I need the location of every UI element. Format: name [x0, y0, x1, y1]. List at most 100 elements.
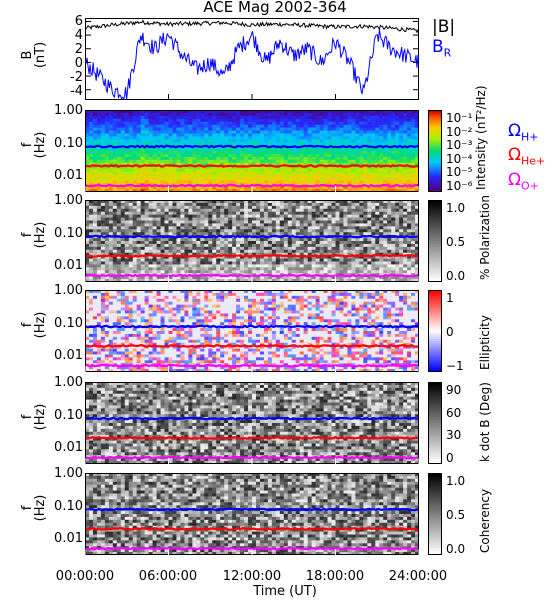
spectrogram-cell — [255, 148, 261, 152]
spectrogram-cell — [192, 255, 197, 259]
spectrogram-cell — [240, 226, 245, 230]
spectrogram-cell — [184, 246, 189, 251]
spectrogram-cell — [188, 136, 193, 140]
spectrogram-cell — [323, 168, 328, 172]
spectrogram-cell — [200, 276, 205, 280]
spectrogram-cell — [236, 171, 241, 175]
spectrogram-cell — [172, 174, 177, 178]
spectrogram-cell — [164, 127, 169, 131]
spectrogram-cell — [407, 220, 412, 224]
spectrogram-cell — [248, 270, 253, 274]
spectrogram-cell — [359, 255, 364, 259]
spectrogram-cell — [148, 202, 153, 207]
spectrogram-cell — [283, 142, 289, 146]
spectrogram-cell — [136, 202, 142, 207]
spectrogram-cell — [92, 261, 98, 265]
spectrogram-cell — [220, 156, 225, 161]
spectrogram-cell — [267, 115, 273, 120]
spectrogram-cell — [116, 258, 122, 262]
spectrogram-cell — [152, 202, 157, 207]
spectrogram-cell — [132, 223, 138, 227]
spectrogram-cell — [339, 261, 344, 265]
spectrogram-cell — [140, 121, 146, 126]
spectrogram-cell — [140, 267, 146, 271]
spectrogram-cell — [391, 264, 396, 268]
spectrogram-cell — [327, 151, 332, 155]
spectrogram-cell — [287, 243, 293, 248]
spectrogram-cell — [355, 290, 360, 294]
spectrogram-cell — [391, 241, 396, 245]
spectrogram-cell — [371, 214, 376, 218]
spectrogram-cell — [232, 226, 237, 230]
spectrogram-cell — [228, 148, 233, 152]
spectrogram-cell — [88, 238, 94, 242]
colorbar-cell — [428, 144, 442, 148]
spectrogram-cell — [220, 136, 225, 140]
colorbar-cell — [428, 163, 442, 166]
spectrogram-cell — [160, 118, 165, 123]
spectrogram-cell — [395, 238, 400, 242]
spectrogram-cell — [200, 220, 205, 224]
spectrogram-cell — [383, 112, 388, 117]
spectrogram-cell — [403, 249, 408, 254]
spectrogram-cell — [204, 258, 209, 262]
colorbar-cell — [428, 167, 442, 170]
spectrogram-cell — [383, 246, 388, 251]
spectrogram-cell — [267, 241, 273, 245]
spectrogram-cell — [283, 223, 289, 227]
spectrogram-cell — [148, 255, 153, 259]
spectrogram-cell — [224, 255, 229, 259]
spectrogram-cell — [299, 238, 305, 242]
spectrogram-cell — [196, 241, 201, 245]
spectrogram-cell — [387, 241, 392, 245]
spectrogram-cell — [351, 180, 356, 184]
spectrogram-cell — [200, 267, 205, 271]
spectrogram-cell — [188, 270, 193, 274]
spectrogram-cell — [152, 151, 157, 155]
spectrogram-cell — [232, 174, 237, 178]
spectrogram-cell — [172, 258, 177, 262]
spectrogram-cell — [263, 264, 269, 268]
spectrogram-cell — [303, 153, 309, 158]
spectrogram-cell — [192, 121, 197, 126]
spectrogram-cell — [347, 112, 352, 117]
spectrogram-cell — [160, 276, 165, 280]
spectrogram-cell — [303, 208, 309, 213]
spectrogram-cell — [160, 159, 165, 164]
spectrogram-cell — [220, 133, 225, 137]
spectrogram-cell — [411, 180, 416, 184]
spectrogram-cell — [307, 186, 313, 190]
spectrogram-cell — [236, 214, 241, 218]
spectrogram-cell — [116, 168, 122, 172]
spectrogram-cell — [144, 177, 150, 181]
spectrogram-cell — [192, 133, 197, 137]
spectrogram-cell — [307, 112, 313, 117]
spectrogram-cell — [411, 159, 416, 164]
spectrogram-cell — [367, 177, 372, 181]
spectrogram-cell — [160, 241, 165, 245]
spectrogram-cell — [299, 130, 305, 134]
spectrogram-cell — [184, 229, 189, 233]
spectrogram-cell — [331, 208, 336, 213]
spectrogram-cell — [112, 171, 118, 175]
spectrogram-cell — [228, 189, 233, 192]
spectrogram-cell — [263, 290, 269, 294]
spectrogram-cell — [240, 232, 245, 236]
spectrogram-cell — [120, 229, 126, 233]
spectrogram-cell — [359, 148, 364, 152]
spectrogram-cell — [263, 180, 269, 184]
spectrogram-cell — [411, 279, 416, 282]
spectrogram-cell — [255, 130, 261, 134]
spectrogram-cell — [144, 142, 150, 146]
spectrogram-cell — [363, 258, 368, 262]
spectrogram-cell — [263, 211, 269, 216]
spectrogram-cell — [327, 205, 332, 210]
spectrogram-cell — [92, 258, 98, 262]
spectrogram-cell — [331, 136, 336, 140]
spectrogram-cell — [323, 165, 328, 169]
spectrogram-cell — [355, 243, 360, 248]
spectrogram-cell — [279, 142, 285, 146]
spectrogram-cell — [391, 136, 396, 140]
spectrogram-cell — [271, 246, 277, 251]
spectrogram-cell — [259, 211, 265, 216]
